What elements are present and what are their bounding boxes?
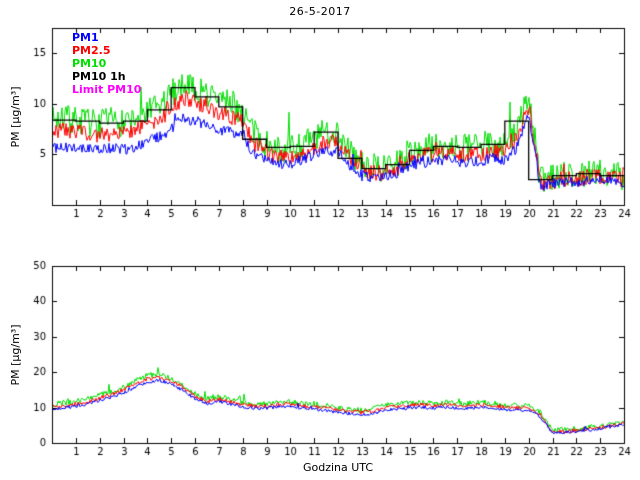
chart-title: 26-5-2017 [289, 5, 351, 18]
legend-item-pm1: PM1 [72, 31, 99, 44]
bottom-y-axis-label: PM [µg/m³] [9, 324, 22, 386]
top-y-axis-label: PM [µg/m³] [9, 86, 22, 148]
x-axis-label: Godzina UTC [302, 461, 374, 474]
legend-item-limit-pm10: Limit PM10 [72, 83, 142, 96]
legend-item-pm2-5: PM2.5 [72, 44, 111, 57]
chart-legend: PM1 PM2.5 PM10 PM10 1h Limit PM10 [72, 31, 141, 96]
legend-item-pm10: PM10 [72, 57, 107, 70]
legend-item-pm10-1h: PM10 1h [72, 70, 126, 83]
